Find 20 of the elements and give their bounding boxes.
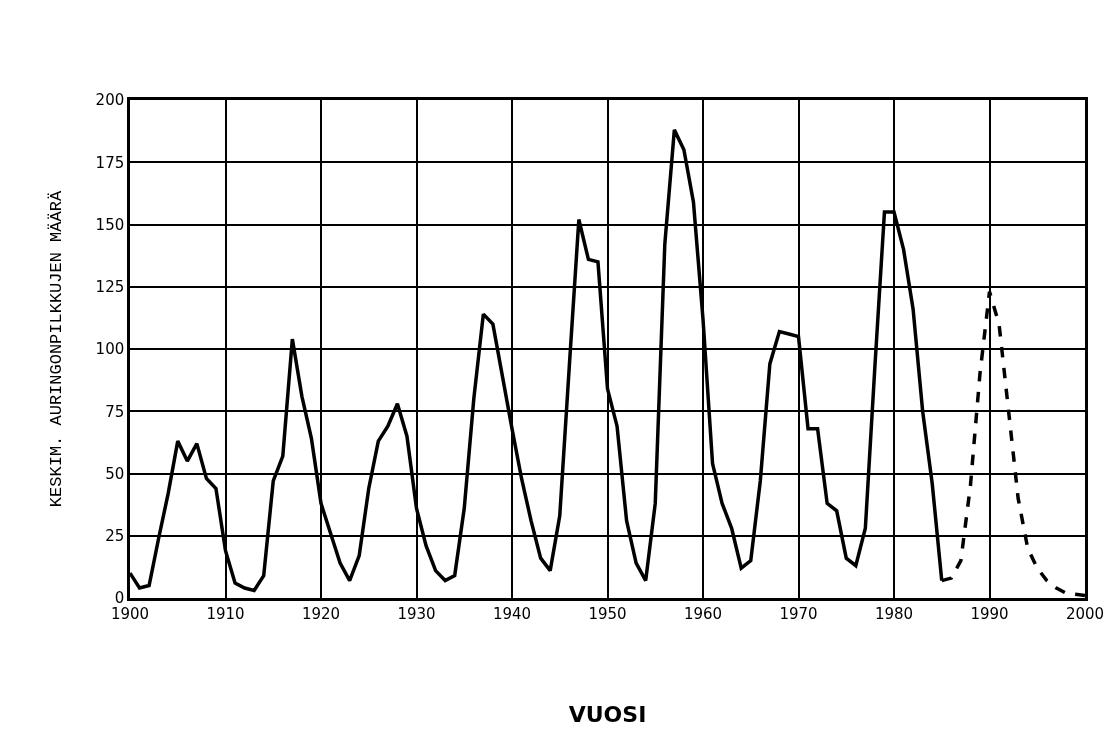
x-tick-label: 1970 xyxy=(779,604,818,623)
y-tick-label: 175 xyxy=(95,153,125,172)
y-tick-label: 100 xyxy=(95,340,125,359)
x-tick-label: 1960 xyxy=(683,604,723,623)
y-tick-label: 125 xyxy=(95,278,125,296)
x-axis-title: VUOSI xyxy=(568,701,647,727)
x-tick-label: 1910 xyxy=(206,604,245,623)
y-tick-label: 50 xyxy=(105,464,125,483)
x-tick-label: 2000 xyxy=(1065,604,1105,623)
y-tick-label: 25 xyxy=(105,527,125,545)
y-tick-label: 200 xyxy=(95,91,125,110)
x-tick-label: 1930 xyxy=(397,604,436,623)
x-tick-label: 1990 xyxy=(970,604,1009,623)
x-tick-label: 1950 xyxy=(588,604,627,623)
y-tick-label: 75 xyxy=(105,402,125,421)
x-tick-label: 1920 xyxy=(301,604,341,623)
y-axis-title: KESKIM. AURINGONPILKKUJEN MÄÄRÄ xyxy=(47,190,67,508)
x-tick-label: 1940 xyxy=(492,604,532,623)
x-tick-label: 1980 xyxy=(874,604,914,623)
y-tick-label: 150 xyxy=(95,215,125,234)
